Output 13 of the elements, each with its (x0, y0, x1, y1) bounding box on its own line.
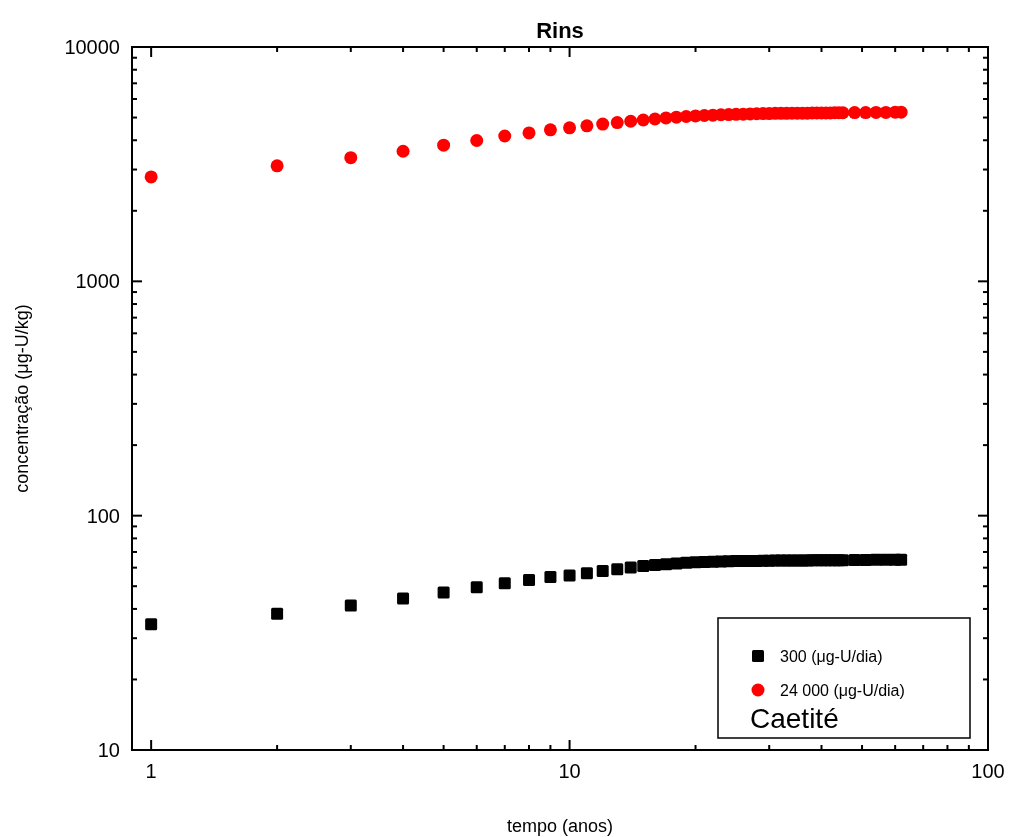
legend-label: 24 000 (μg-U/dia) (780, 682, 905, 699)
chart-title: Rins (536, 18, 584, 43)
x-axis-title: tempo (anos) (506, 816, 614, 836)
x-tick-label: 1 (145, 760, 157, 782)
y-tick-label: 10000 (64, 36, 120, 58)
y-axis-title: concentração (μg-U/kg) (12, 304, 32, 493)
y-tick-label: 10 (97, 739, 120, 761)
legend-label: 300 (μg-U/dia) (780, 648, 883, 665)
x-tick-label: 10 (558, 760, 581, 782)
y-tick-label: 100 (86, 504, 120, 527)
y-tick-label: 1000 (75, 270, 120, 293)
annotation: Caetité (750, 703, 839, 734)
x-tick-label: 100 (971, 760, 1005, 782)
